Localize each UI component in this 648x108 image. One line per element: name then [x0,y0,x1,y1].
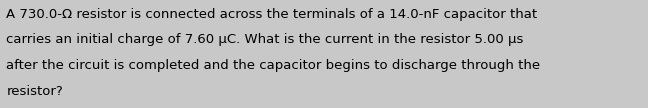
Text: resistor?: resistor? [6,85,64,98]
Text: A 730.0-Ω resistor is connected across the terminals of a 14.0-nF capacitor that: A 730.0-Ω resistor is connected across t… [6,8,538,21]
Text: carries an initial charge of 7.60 μC. What is the current in the resistor 5.00 μ: carries an initial charge of 7.60 μC. Wh… [6,33,524,46]
Text: after the circuit is completed and the capacitor begins to discharge through the: after the circuit is completed and the c… [6,59,540,72]
